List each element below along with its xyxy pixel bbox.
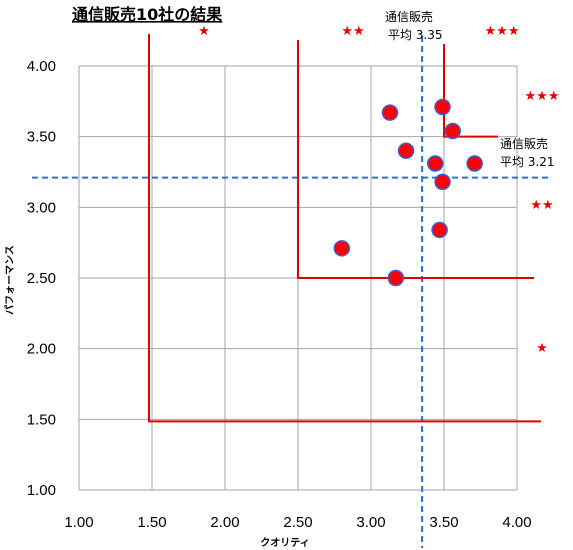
x-tick-label: 2.00: [210, 514, 239, 531]
data-point: [387, 269, 405, 287]
rating-star-top: ★★★: [485, 24, 520, 39]
rating-bracket: [148, 34, 541, 423]
rating-star-top: ★★: [341, 24, 364, 39]
data-point: [333, 240, 351, 257]
chart-title: 通信販売10社の結果: [72, 5, 222, 24]
data-point: [431, 221, 448, 239]
rating-star-right: ★★★: [525, 89, 560, 104]
rating-star-right: ★★: [530, 198, 553, 213]
average-y-label-line1: 通信販売: [500, 136, 548, 151]
y-tick-label: 2.50: [27, 270, 56, 287]
y-axis-title: パフォーマンス: [4, 245, 16, 315]
x-tick-label: 1.50: [137, 514, 166, 531]
data-point: [434, 98, 451, 116]
x-axis-title: クオリティ: [260, 537, 309, 549]
data-point: [426, 155, 444, 172]
average-lines: [32, 36, 552, 548]
average-x-label-line2: 平均 3.35: [388, 28, 443, 42]
rating-brackets: [148, 34, 541, 423]
x-tick-label: 1.00: [64, 514, 93, 531]
data-point: [434, 173, 451, 191]
rating-bracket: [443, 44, 498, 138]
rating-stars: ★★★★★★★★★★★★: [198, 24, 559, 356]
average-x-label-line1: 通信販売: [385, 9, 433, 24]
rating-star-top: ★: [198, 24, 210, 39]
y-axis-ticks: 1.00 1.50 2.00 2.50 3.00 3.50 4.00: [27, 58, 56, 499]
data-point: [381, 104, 399, 121]
x-tick-label: 3.50: [429, 514, 458, 531]
y-tick-label: 2.00: [27, 341, 56, 358]
average-y-label-line2: 平均 3.21: [500, 155, 555, 169]
rating-bracket: [297, 40, 534, 279]
y-tick-label: 3.00: [27, 199, 56, 216]
x-tick-label: 4.00: [502, 514, 531, 531]
data-point: [466, 155, 483, 172]
y-tick-label: 4.00: [27, 58, 56, 75]
y-tick-label: 1.00: [27, 482, 56, 499]
data-points: [333, 98, 483, 287]
y-tick-label: 1.50: [27, 411, 56, 428]
x-tick-label: 3.00: [356, 514, 385, 531]
data-point: [444, 122, 462, 140]
x-tick-label: 2.50: [283, 514, 312, 531]
y-tick-label: 3.50: [27, 129, 56, 146]
rating-star-right: ★: [536, 341, 548, 356]
x-axis-ticks: 1.00 1.50 2.00 2.50 3.00 3.50 4.00: [64, 514, 531, 531]
data-point: [397, 142, 415, 160]
